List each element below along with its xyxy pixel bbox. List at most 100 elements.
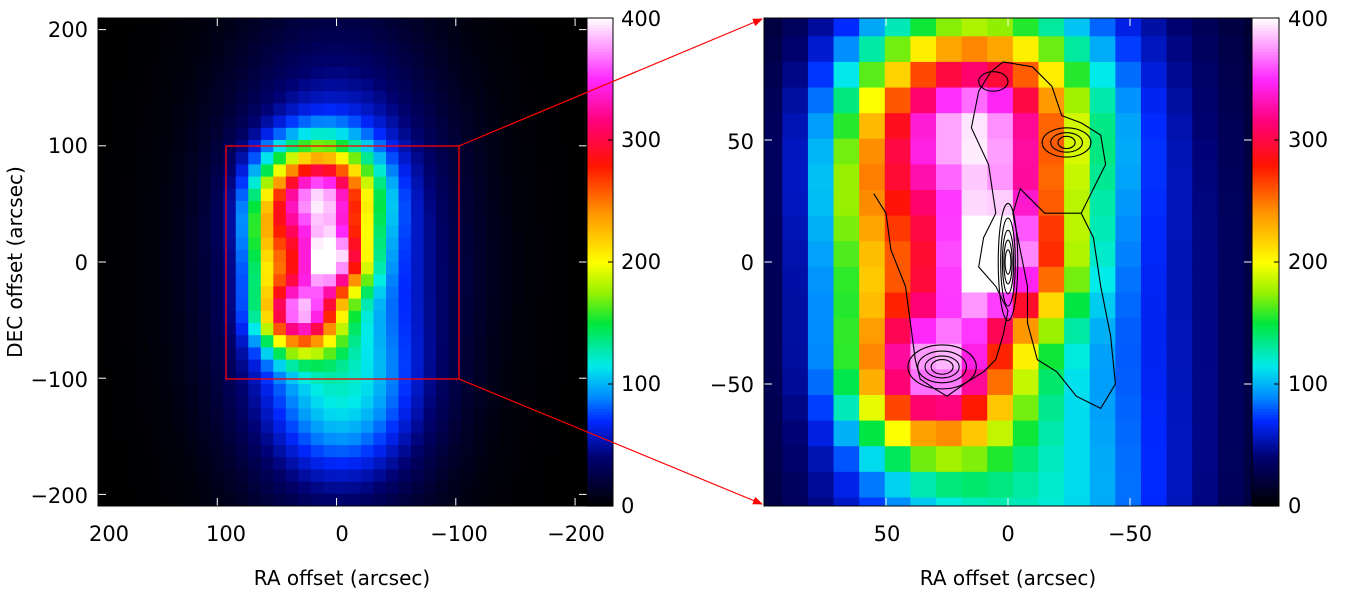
heatmap-cell (198, 164, 212, 178)
colorbar-segment (587, 481, 613, 486)
colorbar-segment (1252, 255, 1279, 260)
heatmap-cell (135, 262, 149, 275)
heatmap-cell (398, 408, 412, 422)
colorbar-segment (1252, 347, 1279, 352)
heatmap-cell (298, 249, 312, 263)
colorbar-segment (1252, 472, 1279, 477)
heatmap-cell (98, 30, 112, 43)
left-y-axis-title: DEC offset (arcsec) (3, 166, 27, 358)
heatmap-cell (423, 176, 437, 190)
heatmap-cell (373, 481, 387, 495)
heatmap-cell (473, 310, 487, 324)
heatmap-cell (486, 152, 500, 165)
colorbar-segment (1252, 66, 1279, 71)
heatmap-cell (436, 396, 450, 409)
heatmap-cell (936, 497, 963, 506)
heatmap-cell (536, 359, 550, 373)
heatmap-cell (235, 445, 249, 458)
heatmap-cell (210, 371, 224, 385)
heatmap-cell (273, 323, 287, 336)
heatmap-cell (160, 262, 174, 275)
colorbar-segment (1252, 402, 1279, 406)
contour-line (997, 202, 1019, 322)
heatmap-cell (123, 469, 137, 483)
heatmap-cell (561, 371, 575, 385)
heatmap-cell (98, 310, 112, 324)
heatmap-cell (473, 396, 487, 409)
heatmap-cell (160, 42, 174, 56)
heatmap-cell (511, 469, 525, 483)
heatmap-cell (260, 164, 274, 178)
heatmap-cell (173, 335, 187, 348)
colorbar-segment (587, 88, 613, 92)
colorbar-segment (587, 103, 613, 108)
heatmap-cell (498, 18, 512, 31)
heatmap-cell (185, 91, 199, 104)
heatmap-cell (260, 54, 274, 68)
heatmap-cell (248, 384, 262, 397)
heatmap-cell (498, 30, 512, 43)
colorbar-segment (587, 301, 613, 306)
heatmap-cell (461, 408, 475, 422)
heatmap-cell (1064, 471, 1091, 499)
heatmap-cell (323, 481, 337, 495)
left-colorbar-tick-label: 0 (621, 494, 634, 518)
heatmap-cell (386, 347, 400, 361)
heatmap-cell (185, 274, 199, 287)
colorbar-segment (1252, 121, 1279, 126)
heatmap-cell (498, 213, 512, 226)
heatmap-cell (173, 91, 187, 104)
heatmap-cell (573, 262, 587, 275)
right-y-tick-labels: 50 0 −50 (710, 130, 754, 397)
heatmap-cell (884, 343, 911, 370)
heatmap-cell (335, 469, 350, 483)
heatmap-cell (335, 249, 350, 263)
heatmap-cell (160, 115, 174, 129)
heatmap-cell (173, 323, 187, 336)
heatmap-cell (523, 127, 537, 141)
heatmap-cell (323, 384, 337, 397)
colorbar-segment (1252, 445, 1279, 449)
heatmap-cell (548, 91, 562, 104)
heatmap-cell (398, 164, 412, 178)
heatmap-cell (936, 36, 963, 63)
heatmap-cell (548, 323, 562, 336)
heatmap-cell (1140, 394, 1168, 422)
heatmap-cell (310, 30, 325, 43)
heatmap-cell (210, 30, 224, 43)
heatmap-cell (536, 432, 550, 446)
heatmap-cell (833, 420, 860, 447)
heatmap-cell (486, 286, 500, 300)
heatmap-cell (335, 79, 350, 92)
colorbar-segment (587, 207, 613, 211)
heatmap-cell (884, 318, 911, 345)
colorbar-segment (587, 271, 613, 275)
heatmap-cell (448, 347, 462, 361)
heatmap-cell (135, 237, 149, 251)
heatmap-cell (98, 359, 112, 373)
colorbar-segment (587, 27, 613, 31)
heatmap-cell (273, 298, 287, 312)
heatmap-cell (323, 237, 337, 251)
heatmap-cell (235, 457, 249, 470)
heatmap-cell (123, 213, 137, 226)
left-colorbar-tick-label: 200 (621, 250, 661, 274)
heatmap-cell (1064, 369, 1091, 396)
heatmap-cell (110, 469, 124, 483)
heatmap-cell (498, 481, 512, 495)
heatmap-cell (323, 457, 337, 470)
colorbar-segment (587, 502, 613, 507)
heatmap-cell (198, 469, 212, 483)
heatmap-cell (884, 61, 911, 89)
heatmap-cell (961, 190, 988, 217)
heatmap-cell (110, 201, 124, 214)
heatmap-cell (1089, 87, 1116, 114)
heatmap-cell (273, 213, 287, 226)
heatmap-cell (1217, 36, 1245, 63)
heatmap-cell (807, 394, 835, 422)
heatmap-cell (260, 359, 274, 373)
heatmap-cell (123, 176, 137, 190)
heatmap-cell (1166, 18, 1193, 37)
heatmap-cell (285, 420, 299, 434)
